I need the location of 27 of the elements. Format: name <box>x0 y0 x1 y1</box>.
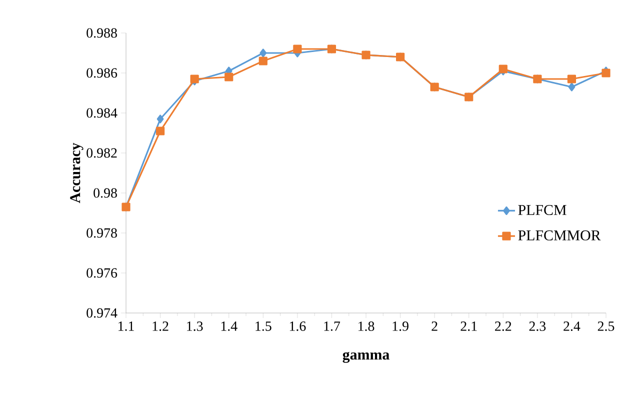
y-tick-label: 0.986 <box>86 68 118 78</box>
x-tick-label: 2.3 <box>529 322 546 331</box>
y-tick-label: 0.982 <box>86 148 117 158</box>
legend-label: PLFCM <box>518 205 566 216</box>
y-axis-title: Accuracy <box>70 142 84 204</box>
x-axis-title: gamma <box>342 352 390 363</box>
x-tick-label: 1.6 <box>290 322 306 331</box>
x-tick-label: 2.1 <box>460 322 477 331</box>
x-tick-label: 1.5 <box>256 322 272 331</box>
x-tick-label: 2.4 <box>564 322 580 331</box>
x-tick-label: 1.8 <box>358 322 374 331</box>
x-tick-label: 1.3 <box>187 322 203 331</box>
y-tick-label: 0.98 <box>94 188 117 198</box>
y-tick-label: 0.978 <box>86 228 117 238</box>
x-tick-label: 2 <box>432 322 438 331</box>
x-tick-label: 1.7 <box>324 322 340 331</box>
x-tick-label: 1.2 <box>152 322 168 331</box>
x-tick-label: 1.9 <box>392 322 408 331</box>
x-tick-label: 1.4 <box>221 322 238 331</box>
y-tick-label: 0.976 <box>86 268 118 278</box>
y-tick-label: 0.984 <box>86 108 118 118</box>
x-tick-label: 2.5 <box>598 322 614 331</box>
legend-label: PLFCMMOR <box>518 230 601 240</box>
y-tick-label: 0.974 <box>86 308 118 318</box>
y-tick-label: 0.988 <box>86 28 117 38</box>
x-tick-label: 1.1 <box>118 322 134 331</box>
x-tick-label: 2.2 <box>495 322 512 331</box>
